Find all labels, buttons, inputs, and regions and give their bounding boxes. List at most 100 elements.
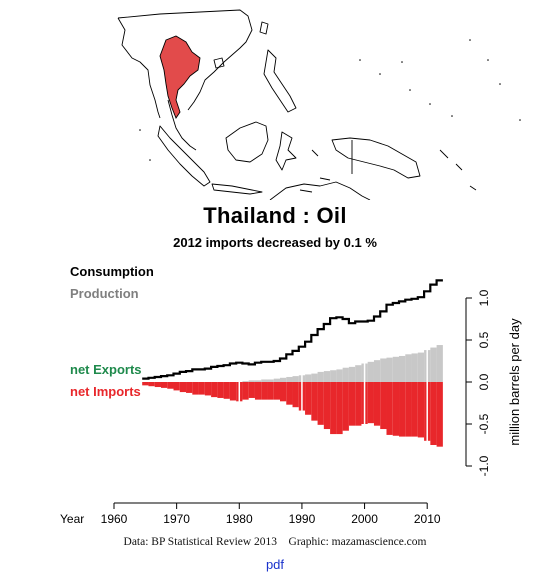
- net-import-bar: [342, 382, 349, 431]
- net-import-bar: [399, 382, 406, 437]
- net-import-bar: [336, 382, 343, 435]
- net-import-bar: [323, 382, 331, 430]
- net-import-bar: [267, 382, 274, 400]
- y-tick-label: 0.0: [477, 373, 491, 390]
- production-bar: [355, 365, 362, 382]
- production-bar: [417, 352, 425, 382]
- x-tick-label: 2010: [414, 512, 441, 526]
- net-import-bar: [348, 382, 356, 426]
- production-bar: [436, 345, 443, 382]
- net-import-bar: [373, 382, 381, 426]
- net-import-bar: [248, 382, 255, 398]
- credits: Data: BP Statistical Review 2013 Graphic…: [0, 536, 550, 548]
- map-malay-peninsula: [167, 99, 197, 151]
- pdf-link[interactable]: pdf: [265, 557, 285, 572]
- legend-net-imports: net Imports: [70, 384, 141, 399]
- net-import-bar: [242, 382, 249, 400]
- production-bar: [380, 358, 387, 382]
- production-bar: [330, 370, 337, 382]
- production-bar: [392, 356, 400, 382]
- y-tick-label: -0.5: [477, 413, 491, 434]
- production-bar: [261, 379, 268, 382]
- map-philippines: [263, 49, 297, 113]
- net-import-bar: [280, 382, 287, 402]
- net-import-bar: [330, 382, 337, 435]
- net-import-bar: [430, 382, 437, 445]
- net-import-bar: [317, 382, 324, 425]
- production-bar: [242, 381, 249, 382]
- production-bar: [342, 367, 349, 382]
- production-bar: [305, 374, 312, 382]
- net-import-bar: [311, 382, 318, 421]
- map-sumatra: [157, 125, 211, 187]
- production-bar: [373, 360, 381, 382]
- net-import-bar: [292, 382, 299, 408]
- production-bar: [386, 357, 393, 382]
- net-import-bar: [192, 382, 199, 395]
- map-taiwan: [259, 21, 269, 35]
- production-bar: [348, 366, 356, 382]
- production-bar: [267, 379, 274, 382]
- x-tick-label: 1960: [101, 512, 128, 526]
- net-import-bar: [380, 382, 387, 430]
- net-import-bar: [198, 382, 205, 395]
- map-hainan: [213, 57, 225, 69]
- production-bar: [336, 369, 343, 382]
- net-import-bar: [273, 382, 280, 400]
- production-bar: [405, 354, 412, 382]
- production-bar: [430, 347, 437, 382]
- net-import-bar: [392, 382, 400, 436]
- map-australia: [269, 181, 371, 200]
- data-source-credit: Data: BP Statistical Review 2013: [123, 536, 278, 548]
- net-import-bar: [386, 382, 393, 435]
- production-bar: [248, 380, 255, 382]
- x-tick-label: 1970: [163, 512, 190, 526]
- production-bar: [286, 376, 293, 382]
- production-bar: [311, 373, 318, 382]
- chart-title: Thailand : Oil: [203, 203, 347, 228]
- net-import-bar: [148, 382, 155, 387]
- graphic-credit: Graphic: mazamascience.com: [288, 536, 427, 548]
- production-bar: [317, 371, 324, 382]
- production-bar: [367, 361, 374, 382]
- chart-subtitle: 2012 imports decreased by 0.1 %: [173, 235, 377, 250]
- map-sulawesi: [275, 131, 297, 171]
- net-import-bar: [254, 382, 262, 400]
- x-tick-label: 1980: [226, 512, 253, 526]
- map-china-coast: [117, 9, 253, 111]
- map-mainland-coast: [117, 17, 161, 119]
- x-tick-label: 2000: [351, 512, 378, 526]
- map-java: [211, 183, 263, 195]
- map-new-guinea: [331, 137, 421, 179]
- net-import-bar: [154, 382, 161, 388]
- production-bar: [273, 378, 280, 382]
- x-axis-label: Year: [60, 512, 84, 526]
- legend-consumption: Consumption: [70, 264, 154, 279]
- net-import-bar: [411, 382, 418, 437]
- y-axis-label: million barrels per day: [507, 318, 522, 446]
- thailand-highlight: [159, 35, 201, 119]
- y-tick-label: -1.0: [477, 455, 491, 476]
- map-borneo: [225, 121, 269, 163]
- legend-net-exports: net Exports: [70, 362, 142, 377]
- net-import-bar: [229, 382, 237, 401]
- net-import-bar: [217, 382, 224, 398]
- production-bar: [254, 380, 262, 382]
- production-bar: [280, 377, 287, 382]
- net-import-bar: [405, 382, 412, 437]
- net-import-bar: [142, 382, 149, 386]
- net-import-bar: [211, 382, 218, 398]
- y-tick-label: 0.5: [477, 331, 491, 348]
- net-import-bar: [186, 382, 193, 393]
- net-import-bar: [305, 382, 312, 415]
- net-import-bar: [223, 382, 230, 399]
- y-tick-label: 1.0: [477, 289, 491, 306]
- net-import-bar: [261, 382, 268, 400]
- consumption-line: [142, 279, 443, 380]
- net-import-bar: [160, 382, 168, 388]
- net-import-bar: [167, 382, 174, 389]
- net-import-bar: [367, 382, 374, 424]
- production-bar: [323, 371, 331, 382]
